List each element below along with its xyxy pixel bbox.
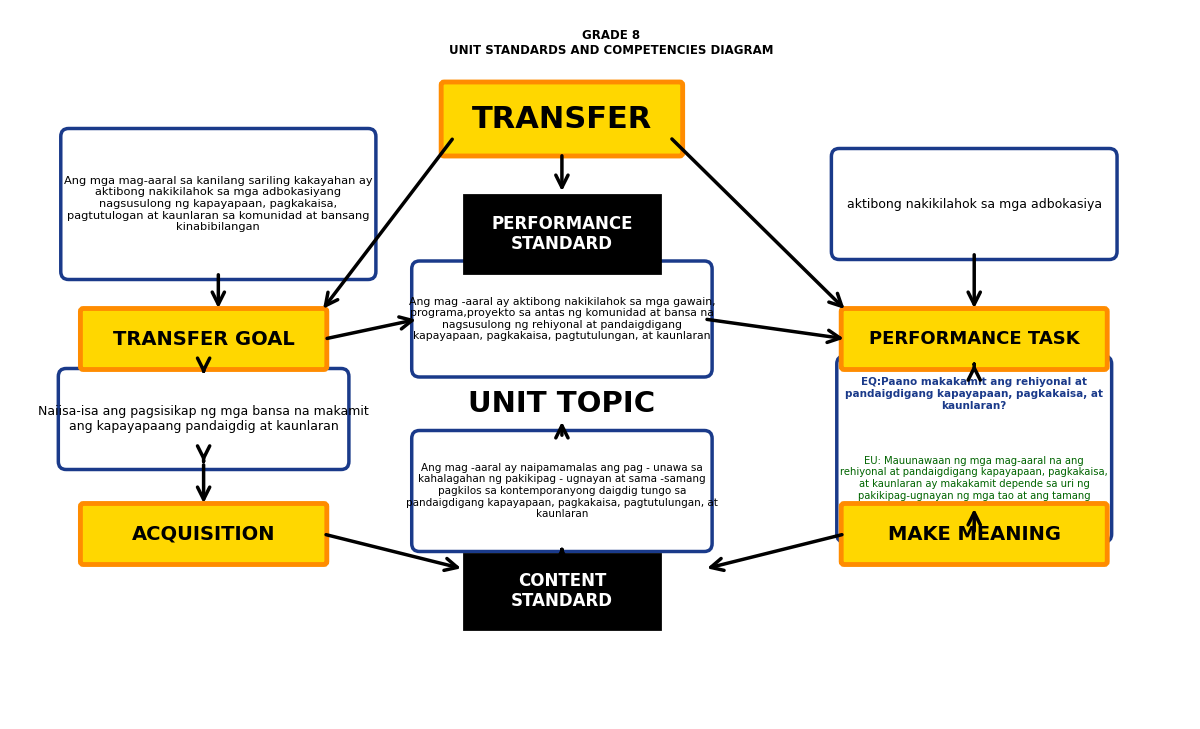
Text: Naiisa-isa ang pagsisikap ng mga bansa na makamit
ang kapayapaang pandaigdig at : Naiisa-isa ang pagsisikap ng mga bansa n… [38,405,368,433]
FancyBboxPatch shape [61,128,376,279]
FancyBboxPatch shape [463,553,660,628]
FancyBboxPatch shape [80,504,326,564]
Text: UNIT TOPIC: UNIT TOPIC [468,390,655,418]
FancyBboxPatch shape [463,195,660,273]
Text: MAKE MEANING: MAKE MEANING [888,524,1061,544]
FancyBboxPatch shape [832,149,1117,260]
Text: ACQUISITION: ACQUISITION [132,524,275,544]
Text: Ang mag -aaral ay naipamamalas ang pag - unawa sa
kahalagahan ng pakikipag - ugn: Ang mag -aaral ay naipamamalas ang pag -… [406,463,718,519]
Text: TRANSFER: TRANSFER [472,104,652,133]
FancyBboxPatch shape [412,261,712,377]
Text: UNIT STANDARDS AND COMPETENCIES DIAGRAM: UNIT STANDARDS AND COMPETENCIES DIAGRAM [449,44,773,57]
Text: Ang mag -aaral ay aktibong nakikilahok sa mga gawain,
programa,proyekto sa antas: Ang mag -aaral ay aktibong nakikilahok s… [409,297,715,341]
Text: EQ:Paano makakamit ang rehiyonal at
pandaigdigang kapayapaan, pagkakaisa, at
kau: EQ:Paano makakamit ang rehiyonal at pand… [845,378,1103,410]
Text: PERFORMANCE TASK: PERFORMANCE TASK [869,330,1080,348]
FancyBboxPatch shape [841,308,1108,370]
FancyBboxPatch shape [841,504,1108,564]
Text: CONTENT
STANDARD: CONTENT STANDARD [511,572,613,610]
Text: EU: Mauunawaan ng mga mag-aaral na ang
rehiyonal at pandaigdigang kapayapaan, pa: EU: Mauunawaan ng mga mag-aaral na ang r… [840,456,1108,512]
Text: GRADE 8: GRADE 8 [582,28,640,42]
FancyBboxPatch shape [59,368,349,469]
FancyBboxPatch shape [442,82,683,156]
Text: aktibong nakikilahok sa mga adbokasiya: aktibong nakikilahok sa mga adbokasiya [847,198,1102,211]
Text: PERFORMANCE
STANDARD: PERFORMANCE STANDARD [491,214,632,254]
FancyBboxPatch shape [836,356,1111,542]
FancyBboxPatch shape [412,431,712,552]
Text: TRANSFER GOAL: TRANSFER GOAL [113,330,294,348]
Text: Ang mga mag-aaral sa kanilang sariling kakayahan ay
aktibong nakikilahok sa mga : Ang mga mag-aaral sa kanilang sariling k… [64,176,373,233]
FancyBboxPatch shape [80,308,326,370]
